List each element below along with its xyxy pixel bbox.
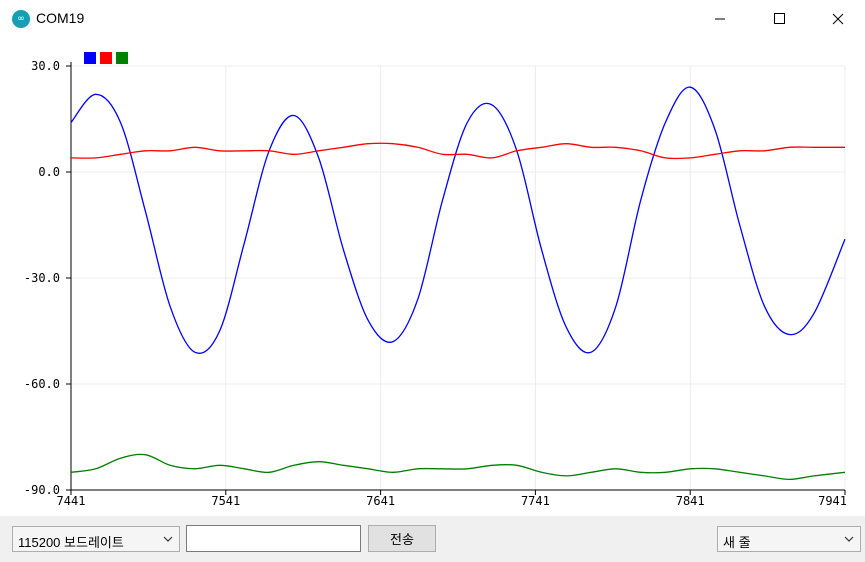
send-button[interactable]: 전송 — [368, 525, 436, 552]
x-tick-label: 7741 — [521, 494, 550, 508]
title-bar: ∞ COM19 — [0, 0, 865, 38]
window-title: COM19 — [36, 10, 85, 26]
chevron-down-icon — [163, 536, 173, 542]
x-tick-label: 7541 — [211, 494, 240, 508]
minimize-button[interactable] — [697, 0, 743, 38]
close-icon — [832, 13, 844, 25]
bottom-bar: 115200 보드레이트 전송 새 줄 — [0, 516, 865, 562]
line-ending-value: 새 줄 — [723, 535, 751, 550]
send-input[interactable] — [186, 525, 361, 552]
series-line-1 — [70, 142, 845, 160]
series-line-2 — [70, 453, 846, 481]
y-tick-label: -90.0 — [24, 483, 60, 497]
x-tick-label: 7641 — [366, 494, 395, 508]
maximize-icon — [774, 13, 785, 24]
line-ending-select[interactable]: 새 줄 — [717, 526, 861, 552]
y-tick-label: -60.0 — [24, 377, 60, 391]
x-tick-label: 7441 — [57, 494, 86, 508]
close-button[interactable] — [815, 0, 861, 38]
legend-swatch-1 — [100, 52, 112, 64]
arduino-logo-icon: ∞ — [12, 10, 30, 28]
baud-rate-value: 115200 보드레이트 — [18, 535, 124, 550]
y-tick-label: 0.0 — [38, 165, 60, 179]
legend-swatch-0 — [84, 52, 96, 64]
baud-rate-select[interactable]: 115200 보드레이트 — [12, 526, 180, 552]
y-tick-label: -30.0 — [24, 271, 60, 285]
serial-plotter: 30.0 0.0 -30.0 -60.0 -90.0 7441 7541 7641 7741 78… — [0, 38, 865, 516]
legend-swatch-2 — [116, 52, 128, 64]
maximize-button[interactable] — [757, 0, 803, 38]
x-tick-label: 7841 — [676, 494, 705, 508]
x-tick-label: 7941 — [818, 494, 847, 508]
chevron-down-icon — [844, 536, 854, 542]
minimize-icon — [715, 18, 725, 20]
series-line-0 — [70, 86, 846, 354]
y-tick-label: 30.0 — [31, 59, 60, 73]
